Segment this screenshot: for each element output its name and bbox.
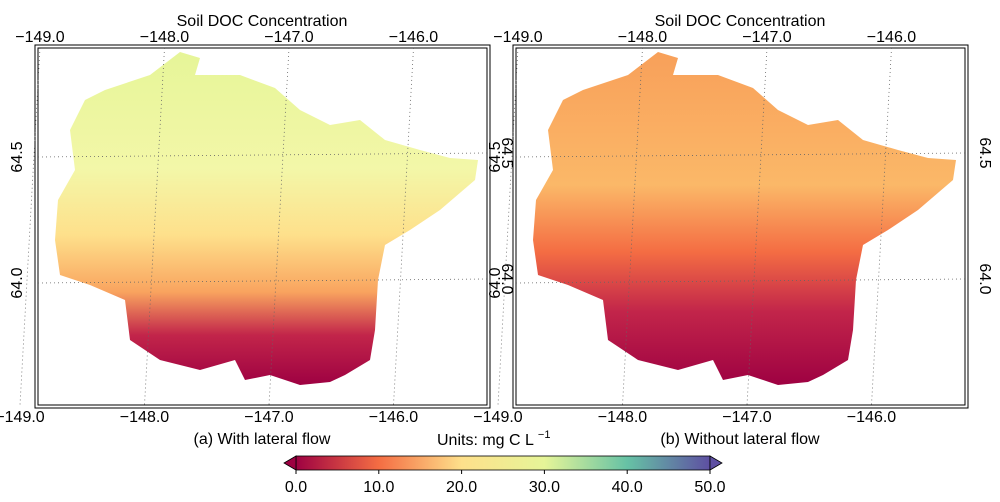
panel-caption: (b) Without lateral flow xyxy=(660,431,820,448)
colorbar-tick-label: 20.0 xyxy=(446,479,477,496)
lon-tick-label: −146.0 xyxy=(389,29,438,46)
lat-tick-label: 64.5 xyxy=(498,137,515,168)
lon-tick-label: −149.0 xyxy=(0,409,45,426)
lat-tick-label: 64.0 xyxy=(976,263,993,294)
colorbar-tick-label: 10.0 xyxy=(363,479,394,496)
lat-tick-label: 64.0 xyxy=(498,263,515,294)
grid-line xyxy=(497,47,519,406)
colorbar-tick-label: 30.0 xyxy=(529,479,560,496)
colorbar-extend xyxy=(709,455,723,471)
lon-tick-label: −149.0 xyxy=(493,29,542,46)
lon-tick-label: −146.0 xyxy=(867,29,916,46)
grid-line xyxy=(37,278,488,284)
grid-line xyxy=(19,47,41,406)
grid-line xyxy=(515,278,966,284)
map-region xyxy=(55,52,478,385)
lat-tick-label: 64.0 xyxy=(487,267,504,298)
lat-tick-label: 64.5 xyxy=(487,141,504,172)
map-frame xyxy=(515,47,966,406)
lon-tick-label: −147.0 xyxy=(264,29,313,46)
lat-tick-label: 64.0 xyxy=(9,267,26,298)
lat-tick-label: 64.5 xyxy=(9,141,26,172)
map-frame xyxy=(34,44,491,409)
colorbar xyxy=(295,455,711,471)
colorbar-units: Units: mg C L −1 xyxy=(437,429,550,449)
lat-tick-label: 64.5 xyxy=(976,137,993,168)
lon-tick-label: −147.0 xyxy=(244,409,293,426)
panel-title: Soil DOC Concentration xyxy=(177,13,348,30)
map-region xyxy=(533,52,956,385)
lon-tick-label: −146.0 xyxy=(369,409,418,426)
panel-caption: (a) With lateral flow xyxy=(194,431,331,448)
colorbar-extend xyxy=(283,455,297,471)
grid-line xyxy=(37,152,488,158)
lon-tick-label: −148.0 xyxy=(140,29,189,46)
units-text: Units: mg C L xyxy=(437,432,534,449)
lon-tick-label: −147.0 xyxy=(742,29,791,46)
lon-tick-label: −149.0 xyxy=(15,29,64,46)
lon-tick-label: −147.0 xyxy=(722,409,771,426)
lon-tick-label: −148.0 xyxy=(598,409,647,426)
colorbar-tick-label: 50.0 xyxy=(694,479,725,496)
colorbar-tick-label: 40.0 xyxy=(612,479,643,496)
units-exponent: −1 xyxy=(538,429,551,441)
map-frame xyxy=(512,44,969,409)
lon-tick-label: −148.0 xyxy=(618,29,667,46)
lon-tick-label: −146.0 xyxy=(847,409,896,426)
lon-tick-label: −149.0 xyxy=(473,409,522,426)
panel-title: Soil DOC Concentration xyxy=(655,13,826,30)
colorbar-tick-label: 0.0 xyxy=(285,479,307,496)
map-frame xyxy=(37,47,488,406)
grid-line xyxy=(515,152,966,158)
lon-tick-label: −148.0 xyxy=(120,409,169,426)
